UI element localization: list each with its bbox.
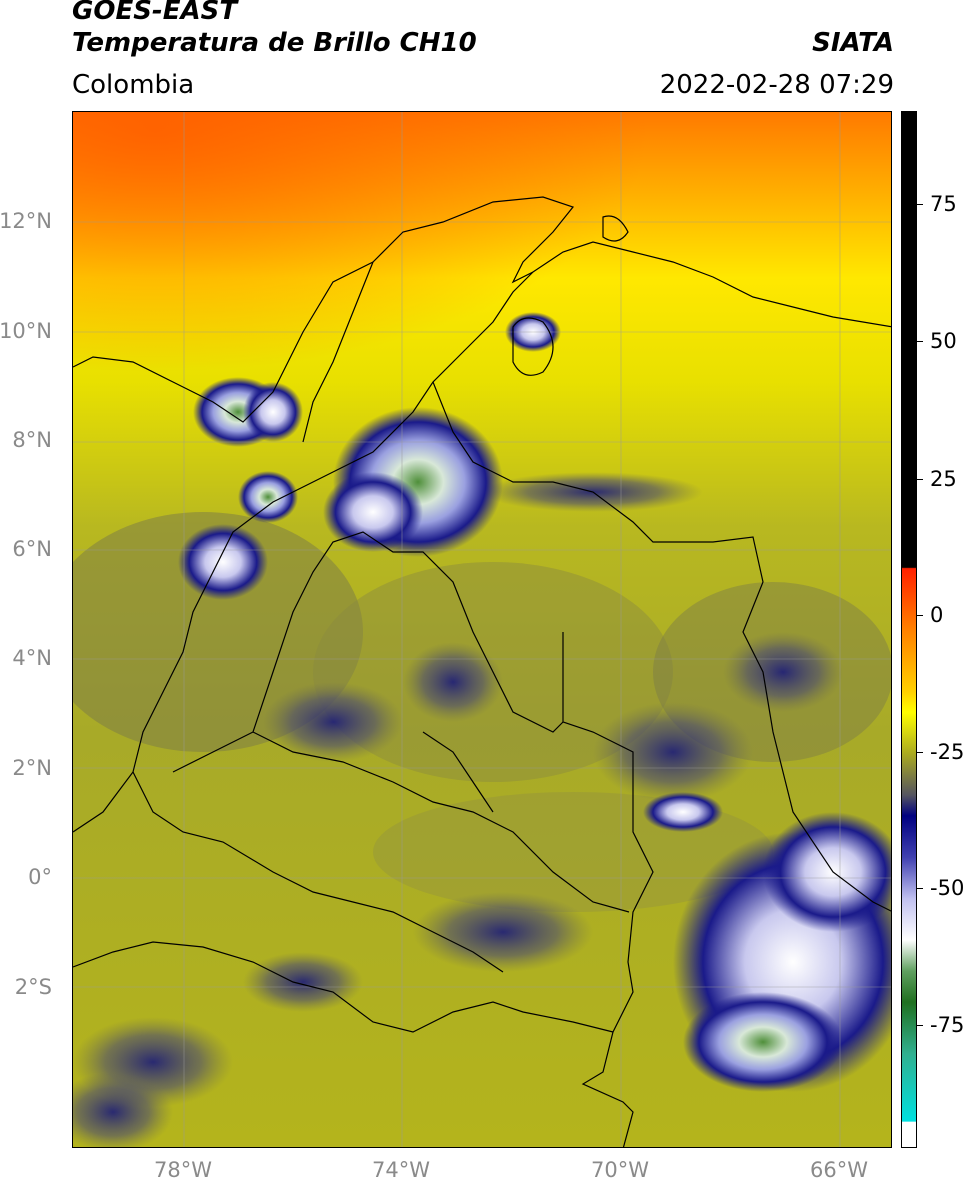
colorbar-label-neg75: -75 [930,1013,965,1037]
colorbar-label-50: 50 [930,329,957,353]
lon-label-74w: 74°W [372,1158,430,1182]
lat-label-8n: 8°N [12,428,52,452]
colorbar-tick-0 [917,615,923,616]
lat-label-2n: 2°N [12,756,52,780]
lat-label-6n: 6°N [12,537,52,561]
timestamp-label: 2022-02-28 07:29 [659,70,894,100]
title-line-2: Temperatura de Brillo CH10 [72,28,477,58]
colorbar-tick-neg25 [917,752,923,753]
lon-label-70w: 70°W [591,1158,649,1182]
colorbar-label-0: 0 [930,603,944,627]
colorbar-tick-25 [917,479,923,480]
lat-label-4n: 4°N [12,646,52,670]
lon-label-66w: 66°W [810,1158,868,1182]
satellite-map [72,111,892,1148]
org-label: SIATA [812,28,894,58]
colorbar-label-25: 25 [930,467,957,491]
colorbar-tick-50 [917,341,923,342]
lat-label-2s: 2°S [14,975,52,999]
title-line-1: GOES-EAST [72,0,238,26]
region-label: Colombia [72,70,195,100]
lat-label-0: 0° [28,865,52,889]
colorbar-tick-75 [917,204,923,205]
lat-label-10n: 10°N [0,319,52,343]
colorbar-tick-neg75 [917,1025,923,1026]
lat-label-12n: 12°N [0,209,52,233]
colorbar-label-neg25: -25 [930,740,965,764]
lon-label-78w: 78°W [154,1158,212,1182]
colorbar-label-neg50: -50 [930,876,965,900]
colorbar-label-75: 75 [930,192,957,216]
colorbar [901,111,917,1148]
colorbar-tick-neg50 [917,888,923,889]
